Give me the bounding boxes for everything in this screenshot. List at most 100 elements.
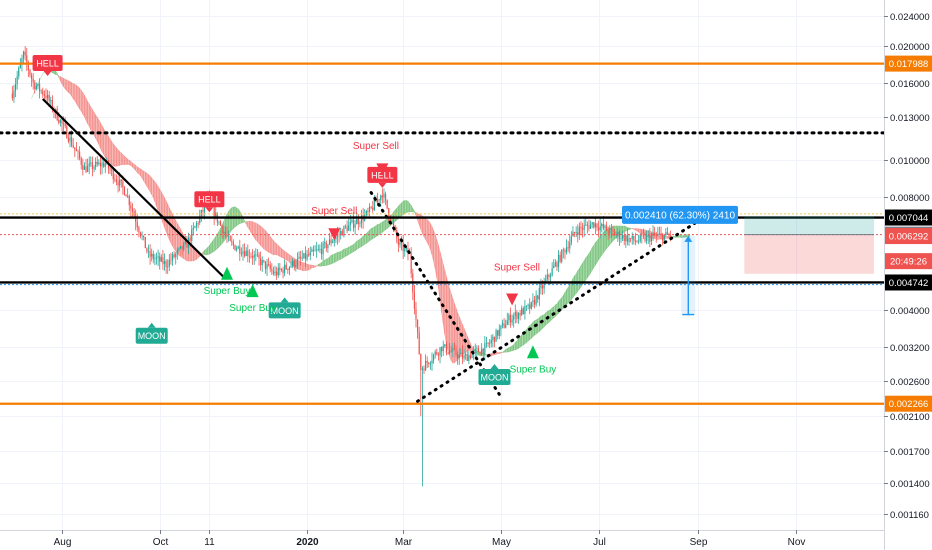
candle-body — [277, 267, 279, 276]
cloud-segment — [329, 254, 332, 265]
cloud-segment — [580, 262, 583, 288]
candle-body — [247, 250, 249, 257]
price-axis[interactable]: 0.024000 0.020000 0.016000 0.013000 0.010000… — [884, 12, 930, 521]
cloud-segment — [330, 254, 333, 265]
candle-body — [591, 222, 593, 225]
candle-body — [535, 295, 537, 305]
candle-body — [522, 308, 524, 315]
candle-body — [423, 368, 425, 371]
time-axis[interactable]: Aug Oct 11 2020 Mar May Jul Sep Nov — [54, 530, 806, 548]
cloud-segment — [684, 234, 687, 238]
cloud-segment — [452, 298, 455, 364]
candle-body — [477, 348, 480, 353]
cloud-segment — [207, 245, 210, 255]
cloud-segment — [125, 156, 128, 165]
candle-body — [548, 274, 550, 277]
candle-body — [141, 235, 143, 237]
candle-body — [123, 187, 126, 195]
candle-body — [128, 196, 130, 206]
super-buy-arrow — [220, 266, 233, 280]
candle-body — [139, 232, 142, 237]
cloud-segment — [673, 236, 676, 238]
cloud-segment — [623, 225, 627, 233]
candle-body — [341, 230, 343, 236]
x-tick-label: Jul — [593, 537, 606, 548]
candle-body — [250, 256, 252, 257]
cloud-segment — [130, 160, 133, 168]
cloud-segment — [327, 256, 330, 266]
cloud-segment — [95, 113, 98, 143]
cloud-segment — [564, 288, 567, 308]
candle-body — [248, 256, 251, 257]
candle-body — [34, 82, 36, 89]
cloud-segment — [679, 234, 683, 238]
cloud-segment — [498, 351, 502, 355]
candle-body — [455, 348, 457, 355]
candle-body — [654, 233, 656, 235]
candle-body — [386, 199, 388, 209]
cloud-segment — [593, 242, 596, 269]
cloud-segment — [681, 235, 684, 238]
candle-body — [328, 239, 331, 245]
cloud-segment — [370, 227, 374, 241]
cloud-segment — [148, 173, 151, 193]
cloud-segment — [333, 252, 337, 263]
candle-body — [551, 268, 553, 276]
cloud-segment — [31, 94, 34, 99]
candle-body — [569, 242, 571, 249]
x-tick-label: Sep — [690, 537, 708, 548]
candle-body — [320, 248, 323, 255]
candle-body — [381, 195, 383, 198]
trend-line — [369, 191, 501, 396]
candle-body — [32, 78, 34, 83]
trend-line — [42, 98, 225, 278]
candle-body — [21, 58, 23, 64]
candle-body — [623, 234, 625, 241]
cloud-segment — [77, 85, 80, 110]
candle-body — [252, 256, 254, 258]
candle-body — [530, 301, 532, 309]
cloud-segment — [351, 243, 354, 254]
candle-body — [99, 162, 102, 167]
moon-label-box — [268, 302, 301, 319]
moon-label-pointer — [147, 322, 156, 328]
drawing-tools[interactable]: 0.002410 (62.30%) 2410 — [622, 205, 875, 316]
candle-body — [604, 225, 606, 229]
candle-body — [495, 330, 497, 342]
candle-body — [114, 179, 116, 180]
candle-body — [445, 344, 448, 353]
candle-body — [66, 126, 68, 139]
candle-body — [276, 271, 278, 276]
candle-body — [431, 360, 433, 364]
cloud-segment — [343, 248, 346, 258]
cloud-segment — [359, 237, 362, 248]
candle-body — [80, 158, 82, 165]
candle-body — [501, 323, 504, 326]
candle-body — [239, 246, 241, 254]
candle-body — [577, 232, 579, 235]
candle-body — [599, 226, 601, 231]
cloud-segment — [383, 219, 386, 232]
candle-body — [436, 351, 438, 355]
cloud-segment — [287, 252, 290, 263]
candle-body — [179, 246, 182, 249]
candle-body — [541, 285, 544, 289]
candle-body — [290, 265, 292, 267]
candle-body — [311, 249, 313, 252]
candle-body — [389, 217, 391, 223]
candle-body — [490, 340, 492, 344]
candle-body — [439, 347, 441, 356]
cloud-segment — [404, 200, 407, 214]
candle-body — [191, 229, 193, 241]
cloud-segment — [319, 262, 322, 267]
candle-body — [234, 245, 236, 251]
cloud-segment — [409, 202, 412, 213]
candle-body — [261, 260, 263, 266]
candle-body — [610, 228, 613, 230]
candle-body — [650, 235, 653, 242]
candle-body — [314, 250, 316, 252]
cloud-segment — [84, 94, 87, 121]
cloud-segment — [277, 244, 281, 257]
candle-body — [258, 254, 260, 259]
